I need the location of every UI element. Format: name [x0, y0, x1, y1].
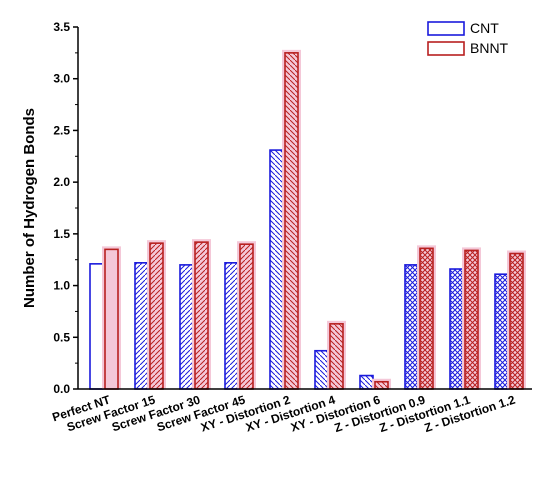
bar-hatch	[270, 150, 283, 389]
bar-cnt-0	[89, 263, 104, 390]
bar-hatch	[180, 264, 193, 389]
legend-swatch-cnt	[427, 21, 465, 36]
bar-hatch	[420, 248, 433, 389]
y-axis-label: Number of Hydrogen Bonds	[21, 108, 38, 308]
y-tick-label: 3.0	[53, 72, 70, 86]
bar-hatch	[360, 375, 373, 389]
bar-hatch	[225, 262, 238, 389]
bar-hatch	[495, 274, 508, 389]
y-tick-label: 1.5	[53, 227, 70, 241]
y-tick-label: 2.0	[53, 175, 70, 189]
bar-hatch	[240, 244, 253, 389]
bar-hatch	[330, 323, 343, 389]
bar-hatch	[195, 242, 208, 389]
bar-hatch	[510, 253, 523, 389]
bar-hatch	[285, 52, 298, 389]
bars-layer	[89, 49, 526, 390]
bar-hatch	[465, 250, 478, 389]
y-tick-label: 2.5	[53, 123, 70, 137]
y-ticks: 0.0 0.5 1.0 1.5 2.0 2.5 3.0 3.5	[53, 20, 78, 396]
legend-swatch-bnnt	[427, 41, 465, 56]
y-tick-label: 1.0	[53, 279, 70, 293]
y-tick-label: 0.0	[53, 382, 70, 396]
legend-label-cnt: CNT	[470, 20, 499, 36]
bar-hatch	[150, 243, 163, 389]
y-tick-label: 0.5	[53, 330, 70, 344]
y-tick-label: 3.5	[53, 20, 70, 34]
bar-hatch	[375, 381, 388, 389]
legend-label-bnnt: BNNT	[470, 40, 509, 56]
bar-highlight	[102, 246, 121, 389]
legend: CNT BNNT	[427, 20, 509, 56]
bar-hatch	[315, 350, 328, 389]
bar-hatch	[405, 264, 418, 389]
bar-hatch	[135, 262, 148, 389]
bar-hatch	[450, 269, 463, 389]
